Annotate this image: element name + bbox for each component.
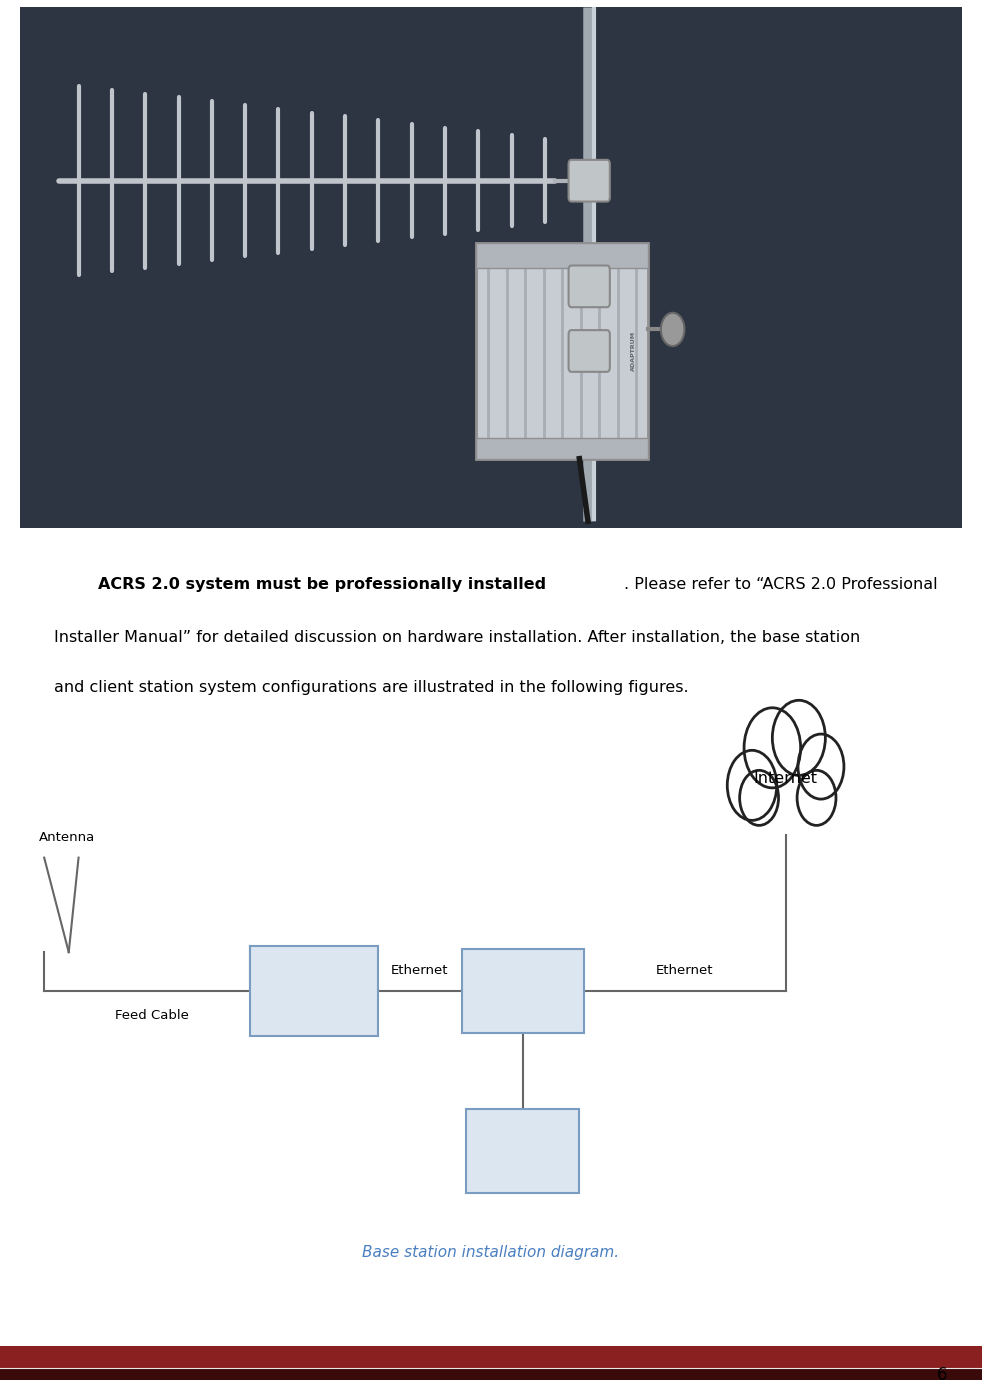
Circle shape: [797, 770, 836, 826]
FancyBboxPatch shape: [569, 329, 610, 371]
Text: 6: 6: [937, 1366, 948, 1384]
FancyBboxPatch shape: [476, 438, 648, 459]
Circle shape: [728, 751, 777, 820]
Circle shape: [744, 708, 800, 788]
Text: Installer Manual” for detailed discussion on hardware installation. After instal: Installer Manual” for detailed discussio…: [54, 630, 860, 645]
Text: Base station installation diagram.: Base station installation diagram.: [362, 1245, 620, 1261]
Text: and client station system configurations are illustrated in the following figure: and client station system configurations…: [54, 680, 688, 695]
Text: Internet: Internet: [753, 771, 818, 785]
FancyBboxPatch shape: [462, 949, 584, 1033]
FancyBboxPatch shape: [569, 265, 610, 307]
Text: Ethernet: Ethernet: [391, 965, 449, 977]
Circle shape: [759, 748, 812, 823]
Circle shape: [661, 313, 684, 346]
Circle shape: [798, 734, 844, 799]
Text: Ethernet: Ethernet: [656, 965, 714, 977]
Text: Base Control: Base Control: [480, 1127, 566, 1141]
Circle shape: [754, 728, 816, 816]
FancyBboxPatch shape: [476, 243, 648, 459]
Circle shape: [772, 701, 825, 776]
Text: PC: PC: [515, 1161, 531, 1175]
FancyBboxPatch shape: [466, 1109, 579, 1193]
Circle shape: [739, 770, 779, 826]
FancyBboxPatch shape: [476, 243, 648, 268]
Text: Base Radio: Base Radio: [277, 1001, 352, 1015]
FancyBboxPatch shape: [0, 1346, 982, 1368]
Text: ACRS 2.0 system must be professionally installed: ACRS 2.0 system must be professionally i…: [98, 577, 546, 592]
FancyBboxPatch shape: [250, 945, 378, 1036]
Text: . Please refer to “ACRS 2.0 Professional: . Please refer to “ACRS 2.0 Professional: [624, 577, 937, 592]
Text: ADAPTRUM: ADAPTRUM: [630, 331, 636, 371]
FancyBboxPatch shape: [569, 160, 610, 202]
FancyBboxPatch shape: [20, 7, 962, 528]
Text: Antenna: Antenna: [39, 831, 95, 844]
FancyBboxPatch shape: [0, 1368, 982, 1380]
Text: ACRS 2.0: ACRS 2.0: [284, 967, 345, 981]
Text: Feed Cable: Feed Cable: [115, 1009, 190, 1022]
Text: Ethernet Switch: Ethernet Switch: [470, 984, 575, 998]
